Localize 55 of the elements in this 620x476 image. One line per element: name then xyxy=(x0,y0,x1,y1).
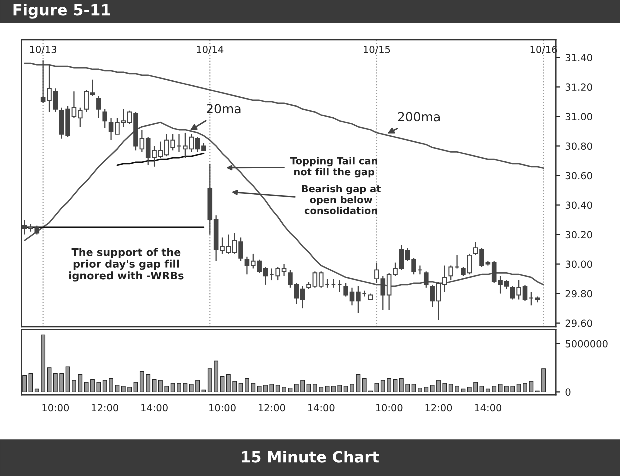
y-tick-label: 31.20 xyxy=(566,84,592,92)
y-tick-label: 30.20 xyxy=(566,231,592,239)
bar xyxy=(393,379,398,393)
y-tick-label: 30.40 xyxy=(566,202,592,210)
x-tick-label: 10/13 xyxy=(30,46,57,54)
bar xyxy=(22,375,27,393)
candlestick xyxy=(102,108,108,130)
bar xyxy=(152,379,157,393)
text: 15 Minute Chart xyxy=(242,450,380,463)
line-series xyxy=(24,62,544,170)
bar xyxy=(325,386,330,393)
bar xyxy=(47,368,52,393)
annotation: Bearish gap at open below consolidation xyxy=(302,185,381,214)
y-tick-label: 31.40 xyxy=(566,54,592,62)
annotation: 200ma xyxy=(398,112,440,122)
bar xyxy=(288,388,293,393)
bar xyxy=(412,384,416,393)
x-tick-label: 10:00 xyxy=(376,404,403,412)
annotation: Topping Tail can not fill the gap xyxy=(290,157,378,178)
x-tick-label: 10/15 xyxy=(364,46,390,54)
chart-title: Figure 5-11 xyxy=(14,4,110,19)
bar xyxy=(115,385,120,393)
y-tick-label: 30.00 xyxy=(566,260,592,268)
candlestick xyxy=(448,265,454,282)
line-series xyxy=(116,152,205,166)
y-tick-label: 29.80 xyxy=(566,290,592,298)
x-tick-label: 14:00 xyxy=(475,404,502,412)
x-tick-label: 12:00 xyxy=(92,404,118,412)
bar xyxy=(374,383,380,393)
candlestick xyxy=(424,271,429,288)
y-tick-label: 30.60 xyxy=(566,172,592,180)
annotation: 20ma xyxy=(207,104,241,114)
bar xyxy=(220,376,225,393)
x-tick-label: 12:00 xyxy=(426,404,452,412)
x-tick-label: 10:00 xyxy=(42,404,70,412)
bar xyxy=(480,386,484,393)
bar xyxy=(306,384,312,393)
annotation: The support of the prior day's gap fill ignored with -WRBs xyxy=(70,248,184,282)
bar xyxy=(28,373,34,393)
x-tick-label: 12:00 xyxy=(258,404,286,412)
y-tick-label: 0 xyxy=(566,388,571,396)
y-tick-label: 31.00 xyxy=(566,113,592,121)
y-tick-label: 30.80 xyxy=(566,142,592,150)
y-tick-label: 5000000 xyxy=(566,340,608,348)
x-tick-label: 14:00 xyxy=(142,404,168,412)
x-tick-label: 10:00 xyxy=(210,404,236,412)
bar xyxy=(134,382,138,393)
candlestick xyxy=(96,96,102,119)
bar xyxy=(238,383,244,393)
bar xyxy=(66,366,70,393)
bar xyxy=(498,384,503,393)
x-tick-label: 10/14 xyxy=(197,46,224,54)
y-tick-label: 29.60 xyxy=(566,320,592,328)
bar xyxy=(461,388,466,393)
x-tick-label: 14:00 xyxy=(308,404,335,412)
